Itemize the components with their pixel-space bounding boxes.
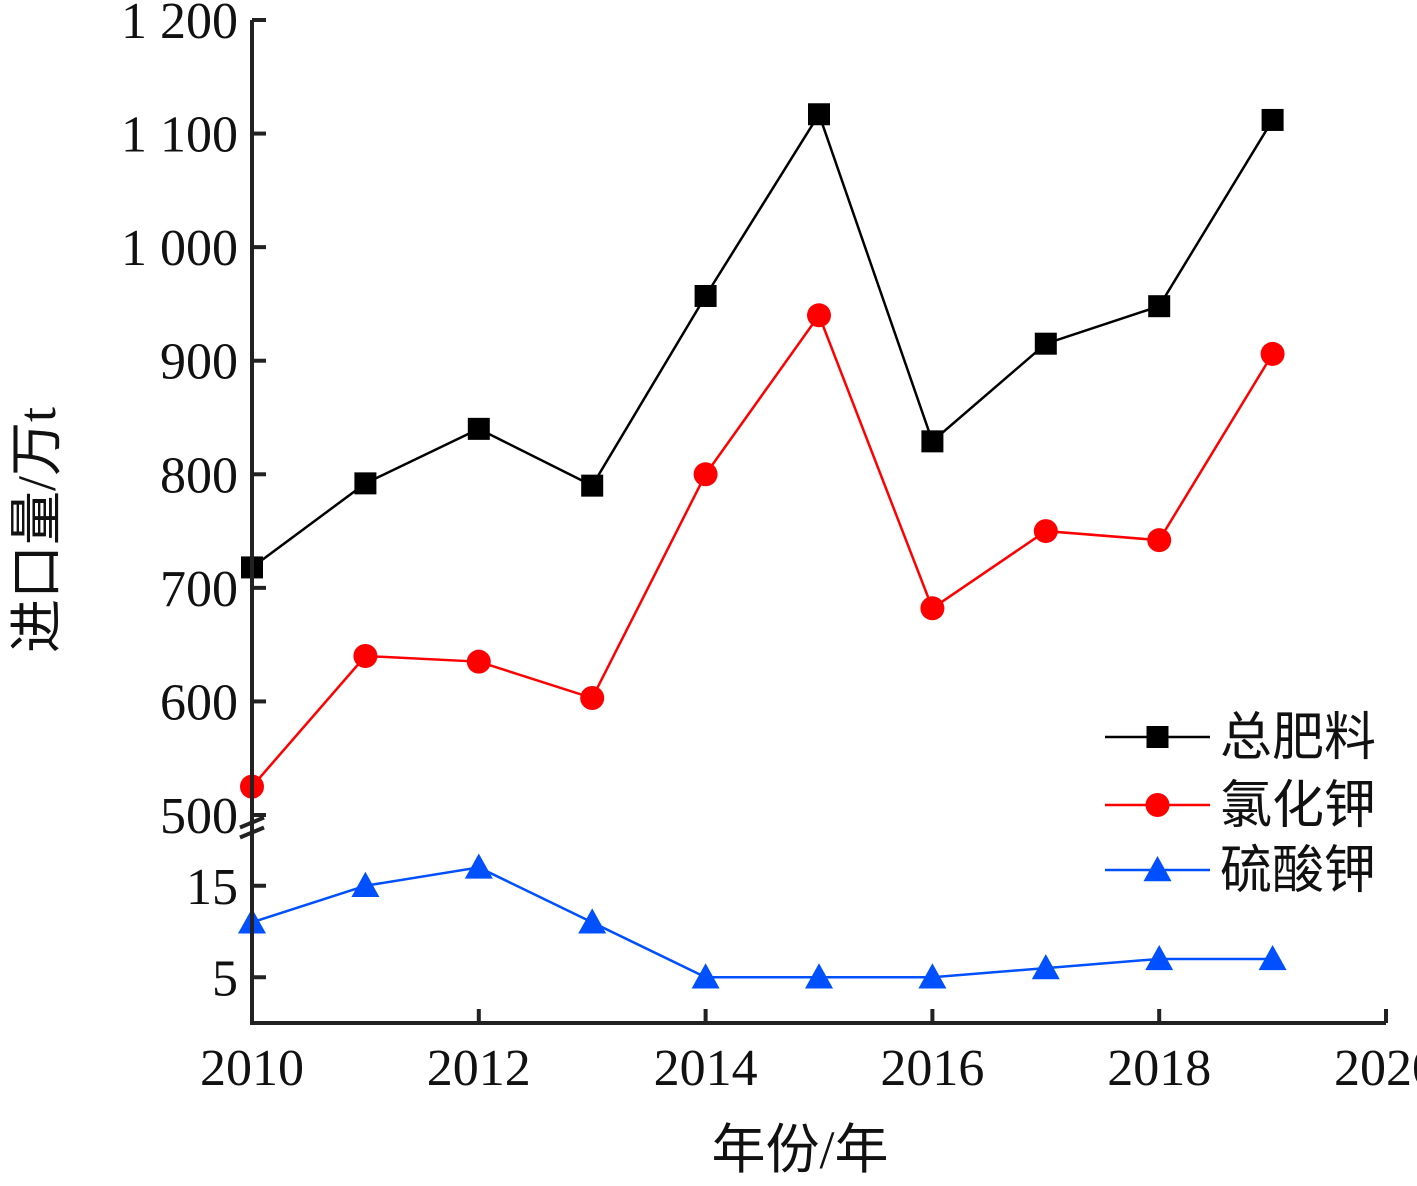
- series-line: [251, 312, 1274, 788]
- data-point: [1033, 519, 1058, 544]
- data-point: [580, 686, 605, 711]
- y-tick-label: 15: [186, 859, 238, 916]
- y-tick-label: 5: [212, 950, 238, 1007]
- y-tick-label: 900: [160, 334, 238, 391]
- legend-marker: [1143, 856, 1172, 882]
- y-tick-label: 500: [160, 788, 238, 845]
- data-point: [691, 963, 720, 989]
- data-point: [921, 430, 944, 453]
- x-axis-title: 年份/年: [711, 1120, 888, 1180]
- axes-layer: 500 600 700 800 900 1 000 1 100 1 200 5 15 2010 201…: [121, 0, 1417, 1097]
- series-layer: [238, 103, 1287, 989]
- data-point: [578, 908, 607, 934]
- y-tick-label: 1 200: [121, 0, 238, 50]
- data-point: [1148, 295, 1171, 318]
- legend-label: 硫酸钾: [1220, 843, 1376, 900]
- data-point: [466, 649, 491, 674]
- y-tick-label: 600: [160, 674, 238, 731]
- data-point: [1258, 944, 1287, 971]
- y-tick-label: 700: [160, 561, 238, 618]
- y-axis-break-mark: [239, 825, 265, 840]
- y-axis-title: 进口量/万t: [7, 407, 67, 653]
- y-axis-break-mark: [239, 815, 265, 830]
- data-point: [693, 462, 718, 487]
- x-tick-label: 2020: [1334, 1040, 1417, 1097]
- legend-item: 氯化钾: [1105, 778, 1376, 835]
- data-point: [464, 853, 493, 879]
- legend-marker: [1145, 793, 1170, 817]
- legend-label: 总肥料: [1220, 710, 1376, 767]
- y-tick-label: 1 000: [121, 220, 238, 277]
- series-2: [240, 303, 1285, 799]
- x-tick-label: 2016: [880, 1040, 984, 1097]
- y-tick-label: 800: [160, 447, 238, 504]
- data-point: [1260, 341, 1285, 366]
- data-point: [351, 871, 380, 897]
- legend-label: 氯化钾: [1220, 778, 1376, 835]
- x-tick-label: 2010: [200, 1040, 304, 1097]
- series-1: [241, 103, 1284, 579]
- legend-marker: [1146, 726, 1169, 748]
- series-3: [238, 853, 1287, 989]
- x-tick-label: 2018: [1107, 1040, 1211, 1097]
- data-point: [807, 303, 831, 328]
- series-line: [251, 111, 1274, 569]
- series-line: [251, 866, 1273, 979]
- data-point: [354, 472, 377, 495]
- data-point: [1034, 332, 1057, 355]
- y-tick-label: 1 100: [121, 107, 238, 164]
- data-point: [353, 644, 378, 668]
- legend-item: 硫酸钾: [1105, 843, 1376, 900]
- data-point: [1147, 528, 1172, 553]
- data-point: [920, 596, 945, 621]
- x-tick-label: 2014: [654, 1040, 758, 1097]
- data-point: [1031, 954, 1060, 980]
- legend-item: 总肥料: [1105, 710, 1376, 767]
- data-point: [805, 963, 833, 989]
- data-point: [808, 103, 830, 126]
- data-point: [467, 417, 490, 440]
- data-point: [918, 963, 947, 989]
- data-point: [1145, 944, 1174, 971]
- x-tick-label: 2012: [427, 1040, 531, 1097]
- data-point: [694, 284, 717, 307]
- data-point: [1261, 108, 1284, 131]
- data-point: [581, 474, 604, 497]
